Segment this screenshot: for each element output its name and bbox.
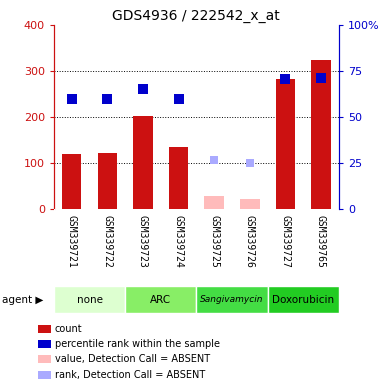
Bar [97,152,117,209]
Bar [240,199,259,209]
Text: GSM339765: GSM339765 [316,215,326,268]
Point [104,96,110,102]
Text: rank, Detection Call = ABSENT: rank, Detection Call = ABSENT [55,370,205,380]
Point [282,76,288,82]
Text: GSM339727: GSM339727 [280,215,290,268]
Bar [196,286,268,313]
Bar [38,325,51,333]
Bar [38,371,51,379]
Point [140,86,146,93]
Text: GSM339726: GSM339726 [245,215,255,268]
Point [318,75,324,81]
Text: GSM339724: GSM339724 [174,215,184,268]
Bar [311,60,331,209]
Text: none: none [77,295,102,305]
Text: count: count [55,324,82,334]
Title: GDS4936 / 222542_x_at: GDS4936 / 222542_x_at [112,8,280,23]
Bar [268,286,339,313]
Bar [169,147,188,209]
Text: Doxorubicin: Doxorubicin [272,295,334,305]
Point [176,96,182,102]
Point [247,160,253,166]
Text: value, Detection Call = ABSENT: value, Detection Call = ABSENT [55,354,210,364]
Bar [204,196,224,209]
Text: ARC: ARC [150,295,171,305]
Bar [133,116,153,209]
Bar [54,286,125,313]
Text: GSM339725: GSM339725 [209,215,219,268]
Bar [62,154,82,209]
Bar [38,355,51,363]
Text: percentile rank within the sample: percentile rank within the sample [55,339,220,349]
Text: GSM339723: GSM339723 [138,215,148,268]
Text: GSM339722: GSM339722 [102,215,112,268]
Bar [276,79,295,209]
Bar [125,286,196,313]
Text: agent ▶: agent ▶ [2,295,43,305]
Text: Sangivamycin: Sangivamycin [200,295,264,304]
Point [69,96,75,102]
Text: GSM339721: GSM339721 [67,215,77,268]
Point [211,156,217,162]
Bar [38,340,51,348]
